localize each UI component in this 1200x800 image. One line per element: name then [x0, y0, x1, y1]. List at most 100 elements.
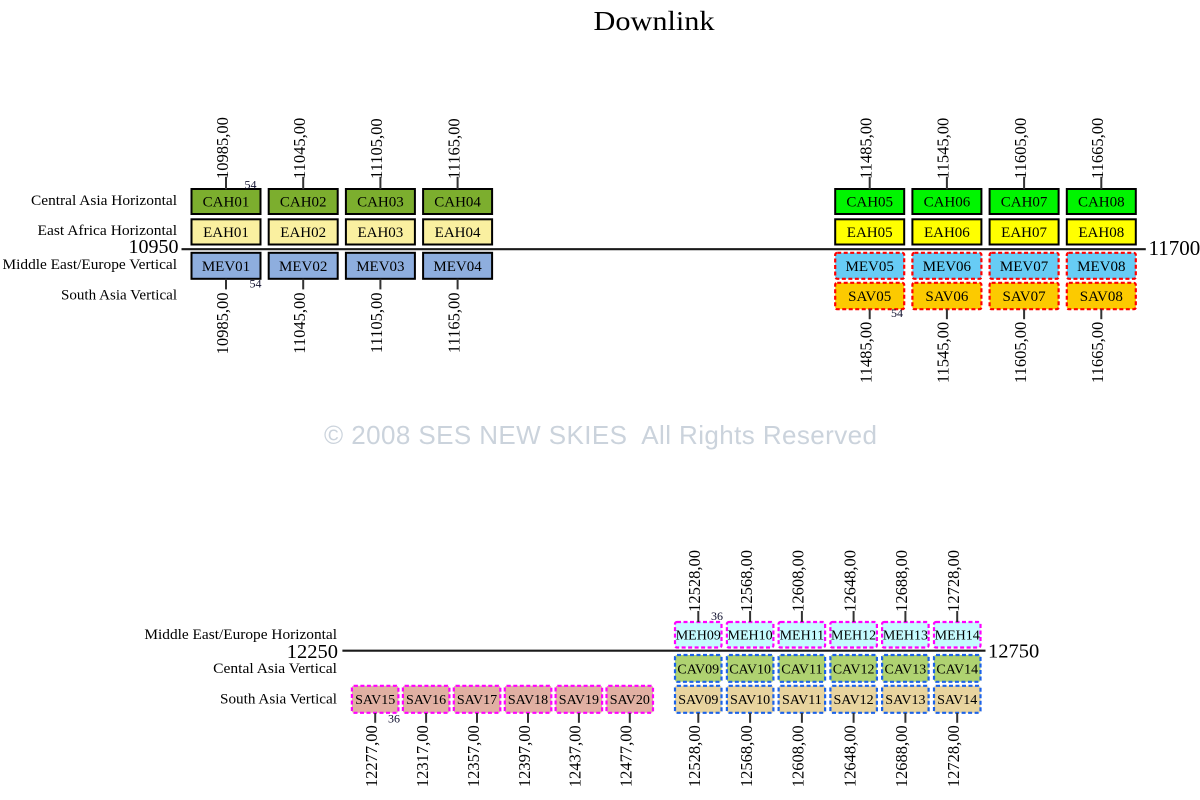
svg-text:EAH06: EAH06: [924, 225, 970, 241]
svg-text:12357,00: 12357,00: [464, 725, 483, 787]
svg-text:EAH07: EAH07: [1001, 225, 1047, 241]
svg-text:SAV15: SAV15: [355, 693, 395, 708]
svg-text:12568,00: 12568,00: [737, 550, 756, 612]
svg-text:MEV07: MEV07: [1000, 259, 1049, 275]
svg-text:SAV14: SAV14: [937, 693, 977, 708]
svg-text:CAV10: CAV10: [729, 662, 771, 677]
svg-text:SAV05: SAV05: [848, 289, 891, 305]
svg-text:12608,00: 12608,00: [789, 550, 808, 612]
svg-text:CAH08: CAH08: [1078, 195, 1125, 211]
svg-text:SAV07: SAV07: [1003, 289, 1047, 305]
svg-text:Cental Asia Vertical: Cental Asia Vertical: [213, 661, 337, 677]
svg-text:Central Asia Horizontal: Central Asia Horizontal: [31, 193, 177, 209]
svg-text:CAH02: CAH02: [280, 195, 327, 211]
svg-text:EAH01: EAH01: [203, 225, 249, 241]
svg-text:CAV14: CAV14: [936, 662, 978, 677]
svg-text:11485,00: 11485,00: [857, 322, 876, 383]
svg-text:SAV13: SAV13: [885, 693, 925, 708]
svg-text:CAH07: CAH07: [1001, 195, 1048, 211]
svg-text:12437,00: 12437,00: [566, 725, 585, 787]
svg-text:SAV20: SAV20: [610, 693, 650, 708]
svg-text:EAH08: EAH08: [1078, 225, 1124, 241]
svg-text:CAH05: CAH05: [846, 195, 893, 211]
svg-text:SAV17: SAV17: [457, 693, 497, 708]
svg-text:CAV12: CAV12: [833, 662, 875, 677]
svg-text:SAV06: SAV06: [925, 289, 969, 305]
svg-text:SAV16: SAV16: [406, 693, 446, 708]
svg-text:East Africa Horizontal: East Africa Horizontal: [38, 223, 178, 239]
svg-text:Middle East/Europe Horizontal: Middle East/Europe Horizontal: [144, 627, 337, 643]
svg-text:11045,00: 11045,00: [290, 118, 309, 179]
svg-text:54: 54: [891, 306, 903, 320]
svg-text:South Asia Vertical: South Asia Vertical: [220, 692, 337, 708]
svg-text:SAV08: SAV08: [1080, 289, 1123, 305]
svg-text:11545,00: 11545,00: [934, 322, 953, 383]
svg-text:MEH14: MEH14: [935, 629, 980, 644]
svg-text:11165,00: 11165,00: [444, 293, 463, 354]
svg-text:MEV02: MEV02: [279, 259, 327, 275]
svg-text:CAH04: CAH04: [434, 195, 481, 211]
svg-text:© 2008 SES NEW SKIES All Righ: © 2008 SES NEW SKIES All Rights Reserved: [324, 420, 877, 450]
svg-text:12528,00: 12528,00: [685, 725, 704, 787]
svg-text:12317,00: 12317,00: [413, 725, 432, 787]
svg-text:CAV09: CAV09: [677, 662, 719, 677]
svg-text:11665,00: 11665,00: [1088, 118, 1107, 179]
svg-text:12608,00: 12608,00: [789, 725, 808, 787]
svg-text:MEH13: MEH13: [883, 629, 928, 644]
svg-text:MEV08: MEV08: [1077, 259, 1125, 275]
svg-text:12528,00: 12528,00: [685, 550, 704, 612]
svg-text:MEH11: MEH11: [780, 629, 825, 644]
svg-text:12688,00: 12688,00: [892, 550, 911, 612]
svg-text:EAH03: EAH03: [357, 225, 403, 241]
svg-text:12477,00: 12477,00: [617, 725, 636, 787]
svg-text:MEH10: MEH10: [728, 629, 773, 644]
svg-text:12728,00: 12728,00: [944, 550, 963, 612]
svg-text:MEV06: MEV06: [923, 259, 972, 275]
svg-text:11665,00: 11665,00: [1088, 322, 1107, 383]
svg-text:54: 54: [245, 177, 257, 191]
svg-text:54: 54: [250, 277, 262, 291]
svg-text:10985,00: 10985,00: [213, 293, 232, 355]
svg-text:CAH01: CAH01: [203, 195, 250, 211]
svg-text:SAV18: SAV18: [508, 693, 548, 708]
svg-text:12397,00: 12397,00: [515, 725, 534, 787]
svg-text:12277,00: 12277,00: [362, 725, 381, 787]
svg-text:SAV19: SAV19: [559, 693, 599, 708]
svg-text:CAV13: CAV13: [885, 662, 927, 677]
svg-text:CAV11: CAV11: [781, 662, 822, 677]
svg-text:Middle East/Europe Vertical: Middle East/Europe Vertical: [3, 257, 177, 273]
svg-text:11045,00: 11045,00: [290, 293, 309, 354]
svg-text:CAH03: CAH03: [357, 195, 404, 211]
svg-text:36: 36: [711, 609, 723, 623]
svg-text:MEH09: MEH09: [676, 629, 721, 644]
svg-text:MEV03: MEV03: [356, 259, 404, 275]
svg-text:SAV12: SAV12: [833, 693, 873, 708]
svg-text:11605,00: 11605,00: [1011, 118, 1030, 179]
svg-text:SAV10: SAV10: [730, 693, 770, 708]
svg-text:11165,00: 11165,00: [444, 118, 463, 179]
svg-text:12688,00: 12688,00: [892, 725, 911, 787]
svg-text:10950: 10950: [129, 236, 179, 258]
svg-text:12728,00: 12728,00: [944, 725, 963, 787]
svg-text:MEV05: MEV05: [846, 259, 894, 275]
svg-text:12648,00: 12648,00: [840, 550, 859, 612]
svg-text:South Asia Vertical: South Asia Vertical: [61, 288, 177, 304]
svg-text:11700: 11700: [1149, 236, 1200, 260]
svg-text:11605,00: 11605,00: [1011, 322, 1030, 383]
svg-text:Downlink: Downlink: [594, 6, 716, 36]
svg-text:SAV09: SAV09: [678, 693, 718, 708]
svg-text:12250: 12250: [287, 641, 338, 663]
svg-text:EAH05: EAH05: [847, 225, 893, 241]
svg-text:SAV11: SAV11: [782, 693, 822, 708]
svg-text:11105,00: 11105,00: [367, 118, 386, 179]
svg-text:10985,00: 10985,00: [213, 117, 232, 179]
svg-text:MEV01: MEV01: [202, 259, 250, 275]
svg-text:MEH12: MEH12: [831, 629, 876, 644]
svg-text:MEV04: MEV04: [433, 259, 482, 275]
svg-text:11545,00: 11545,00: [934, 118, 953, 179]
svg-text:12648,00: 12648,00: [840, 725, 859, 787]
svg-text:36: 36: [388, 712, 400, 726]
svg-text:CAH06: CAH06: [924, 195, 971, 211]
svg-text:EAH02: EAH02: [280, 225, 326, 241]
svg-text:11105,00: 11105,00: [367, 293, 386, 354]
